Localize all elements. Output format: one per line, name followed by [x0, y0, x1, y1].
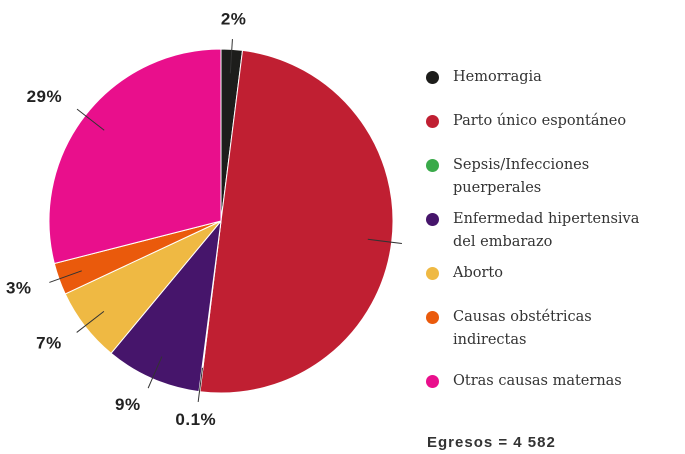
legend-label: Sepsis/Infecciones puerperales — [453, 157, 590, 196]
legend-label: Enfermedad hipertensiva del embarazo — [453, 211, 640, 250]
legend-swatch — [426, 375, 439, 388]
legend-swatch — [426, 267, 439, 280]
legend-label: Hemorragia — [453, 69, 542, 85]
legend-swatch — [426, 213, 439, 226]
data-label: 0.1% — [175, 410, 216, 429]
leader-line — [197, 367, 203, 402]
data-label: 29% — [27, 87, 63, 106]
legend-label: Otras causas maternas — [453, 373, 622, 389]
legend-label: Parto único espontáneo — [453, 113, 627, 129]
legend-item: Causas obstétricas indirectas — [426, 306, 685, 352]
leader-line — [147, 356, 163, 389]
legend-label: Aborto — [453, 265, 503, 281]
legend-label: Causas obstétricas indirectas — [453, 309, 592, 348]
data-label: 2% — [221, 10, 247, 29]
legend-item: Sepsis/Infecciones puerperales — [426, 154, 685, 200]
legend-swatch — [426, 115, 439, 128]
leader-line — [76, 108, 105, 131]
leader-line — [76, 311, 105, 333]
leader-line — [49, 270, 82, 283]
legend-item: Aborto — [426, 262, 685, 285]
data-label: 3% — [6, 278, 32, 297]
annotation: Egresos = 4 582 — [427, 434, 556, 451]
leader-line — [367, 238, 402, 245]
legend-swatch — [426, 71, 439, 84]
legend-swatch — [426, 311, 439, 324]
legend-item: Otras causas maternas — [426, 370, 685, 393]
legend-item: Hemorragia — [426, 66, 685, 89]
legend-item: Parto único espontáneo — [426, 110, 685, 133]
data-label: 7% — [36, 333, 62, 352]
leader-line — [229, 39, 233, 74]
chart: 2%50%0.1%9%7%3%29% — [6, 10, 402, 429]
data-label: 9% — [115, 395, 141, 414]
legend-swatch — [426, 159, 439, 172]
legend-item: Enfermedad hipertensiva del embarazo — [426, 208, 685, 254]
